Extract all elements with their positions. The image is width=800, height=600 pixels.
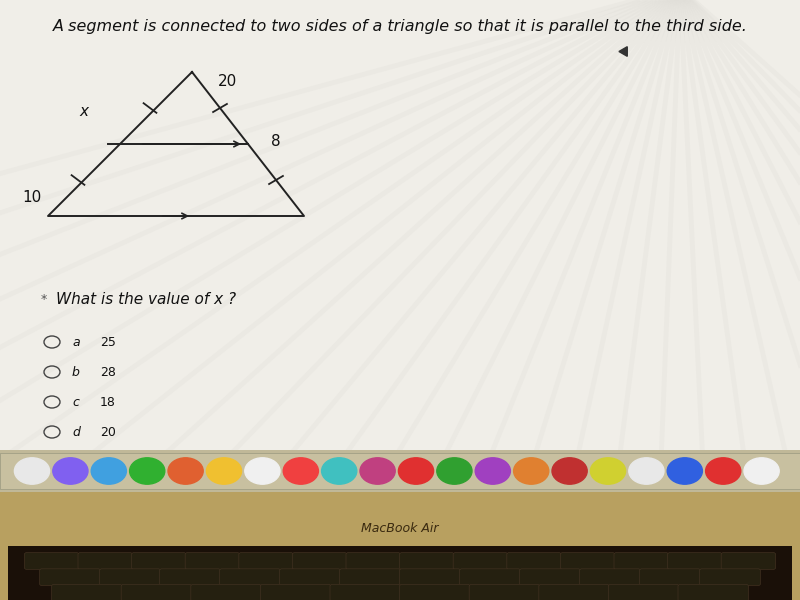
FancyBboxPatch shape: [78, 553, 132, 569]
FancyBboxPatch shape: [460, 569, 521, 586]
FancyBboxPatch shape: [293, 553, 347, 569]
Circle shape: [590, 458, 626, 484]
FancyBboxPatch shape: [614, 553, 669, 569]
FancyBboxPatch shape: [159, 569, 220, 586]
Circle shape: [360, 458, 395, 484]
FancyBboxPatch shape: [238, 553, 293, 569]
FancyBboxPatch shape: [399, 553, 454, 569]
FancyBboxPatch shape: [280, 569, 341, 586]
Circle shape: [667, 458, 702, 484]
Circle shape: [514, 458, 549, 484]
Circle shape: [322, 458, 357, 484]
Bar: [8, 546, 792, 600]
Text: MacBook Air: MacBook Air: [362, 521, 438, 535]
FancyBboxPatch shape: [399, 569, 460, 586]
Text: a: a: [72, 335, 80, 349]
Circle shape: [283, 458, 318, 484]
Circle shape: [398, 458, 434, 484]
FancyBboxPatch shape: [346, 553, 400, 569]
FancyBboxPatch shape: [99, 569, 160, 586]
Circle shape: [744, 458, 779, 484]
FancyBboxPatch shape: [579, 569, 640, 586]
Text: b: b: [72, 365, 80, 379]
Text: 10: 10: [22, 191, 42, 205]
Circle shape: [130, 458, 165, 484]
FancyBboxPatch shape: [219, 569, 280, 586]
Bar: [0, 0, 800, 492]
Bar: [0, 450, 800, 492]
FancyBboxPatch shape: [330, 584, 400, 600]
FancyBboxPatch shape: [640, 569, 701, 586]
FancyBboxPatch shape: [453, 553, 508, 569]
FancyBboxPatch shape: [667, 553, 722, 569]
Circle shape: [475, 458, 510, 484]
FancyBboxPatch shape: [609, 584, 679, 600]
Text: *: *: [41, 293, 47, 307]
Bar: [0, 0, 800, 492]
FancyBboxPatch shape: [700, 569, 761, 586]
Text: c: c: [72, 395, 79, 409]
FancyBboxPatch shape: [678, 584, 749, 600]
Bar: [0, 453, 800, 489]
Text: 18: 18: [100, 395, 116, 409]
FancyBboxPatch shape: [51, 584, 122, 600]
Text: 20: 20: [100, 425, 116, 439]
Text: 28: 28: [100, 365, 116, 379]
Text: 25: 25: [100, 335, 116, 349]
FancyBboxPatch shape: [399, 584, 470, 600]
Circle shape: [206, 458, 242, 484]
Bar: [0, 492, 800, 600]
FancyBboxPatch shape: [260, 584, 331, 600]
Circle shape: [552, 458, 587, 484]
Text: d: d: [72, 425, 80, 439]
FancyBboxPatch shape: [507, 553, 562, 569]
Text: A segment is connected to two sides of a triangle so that it is parallel to the : A segment is connected to two sides of a…: [53, 19, 747, 34]
FancyBboxPatch shape: [722, 553, 776, 569]
Circle shape: [53, 458, 88, 484]
FancyBboxPatch shape: [185, 553, 240, 569]
Circle shape: [168, 458, 203, 484]
Circle shape: [629, 458, 664, 484]
Circle shape: [437, 458, 472, 484]
FancyBboxPatch shape: [24, 553, 78, 569]
FancyBboxPatch shape: [539, 584, 610, 600]
Circle shape: [245, 458, 280, 484]
FancyBboxPatch shape: [339, 569, 400, 586]
FancyBboxPatch shape: [520, 569, 581, 586]
Circle shape: [91, 458, 126, 484]
FancyBboxPatch shape: [560, 553, 614, 569]
Text: 20: 20: [218, 73, 238, 88]
FancyBboxPatch shape: [190, 584, 261, 600]
Circle shape: [14, 458, 50, 484]
FancyBboxPatch shape: [131, 553, 186, 569]
Text: What is the value of x ?: What is the value of x ?: [56, 292, 236, 307]
FancyBboxPatch shape: [121, 584, 192, 600]
Circle shape: [706, 458, 741, 484]
Text: 8: 8: [271, 133, 281, 148]
FancyBboxPatch shape: [39, 569, 100, 586]
Text: x: x: [79, 103, 89, 119]
FancyBboxPatch shape: [469, 584, 539, 600]
